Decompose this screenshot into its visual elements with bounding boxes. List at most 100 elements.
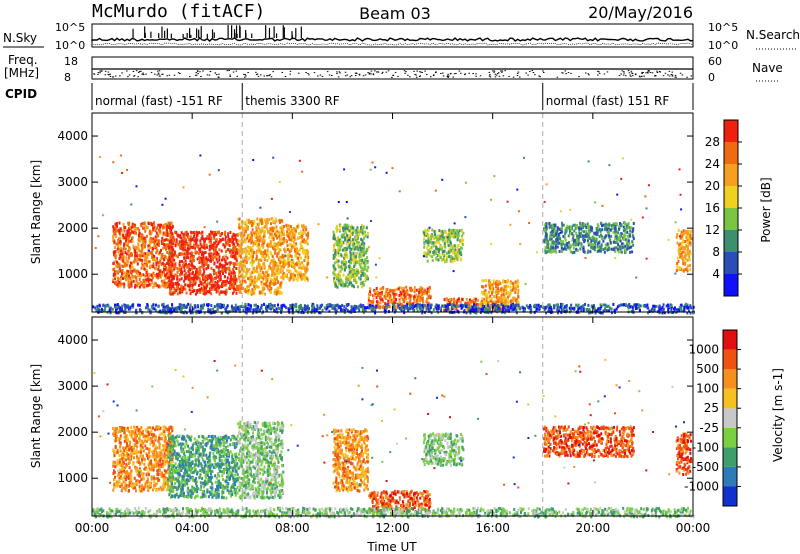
data-cell	[345, 260, 348, 264]
data-cell	[392, 298, 394, 302]
data-cell	[364, 234, 367, 238]
data-cell	[614, 246, 617, 250]
data-cell	[573, 240, 575, 244]
data-cell	[295, 249, 298, 253]
data-cell	[222, 272, 224, 275]
data-cell	[273, 242, 276, 245]
data-cell	[206, 282, 209, 286]
data-cell	[188, 247, 191, 251]
data-cell	[199, 239, 202, 243]
data-cell	[204, 280, 206, 284]
data-cell	[336, 237, 339, 241]
data-cell	[252, 255, 254, 259]
data-cell	[461, 297, 464, 301]
data-cell	[287, 276, 290, 280]
data-cell	[207, 274, 210, 278]
data-cell	[281, 273, 284, 276]
data-cell	[134, 285, 136, 289]
data-cell	[618, 227, 621, 231]
data-cell	[543, 239, 546, 243]
data-cell	[179, 287, 181, 291]
data-cell	[294, 244, 297, 248]
data-cell	[677, 260, 680, 263]
data-cell	[352, 257, 355, 260]
data-cell	[260, 282, 263, 286]
data-cell	[572, 246, 575, 250]
data-cell	[219, 232, 222, 236]
data-cell	[290, 238, 293, 242]
data-cell	[172, 241, 175, 245]
data-cell	[369, 290, 371, 294]
data-cell	[387, 292, 390, 296]
data-cell	[244, 222, 247, 226]
data-cell	[582, 306, 585, 310]
nave-dot	[247, 72, 249, 74]
data-cell	[577, 238, 580, 241]
data-cell	[265, 281, 268, 285]
data-cell	[689, 243, 692, 247]
data-cell	[208, 254, 211, 258]
data-cell	[350, 239, 353, 243]
data-cell	[259, 246, 262, 250]
data-cell	[411, 288, 413, 292]
data-cell	[192, 255, 195, 259]
data-cell	[298, 253, 301, 257]
data-cell	[129, 261, 132, 265]
nave-dot	[409, 76, 411, 78]
data-cell	[433, 237, 435, 240]
data-cell	[202, 255, 205, 259]
data-cell	[427, 228, 430, 232]
data-cell	[372, 297, 375, 301]
data-cell	[517, 288, 520, 292]
data-cell	[587, 234, 590, 238]
data-cell	[498, 296, 501, 300]
data-cell	[200, 286, 203, 290]
nave-dot	[564, 70, 567, 72]
data-cell	[561, 223, 564, 227]
data-cell	[287, 260, 289, 264]
data-cell	[253, 221, 256, 225]
data-cell	[214, 284, 217, 288]
data-cell	[164, 285, 167, 289]
data-cell	[256, 265, 259, 269]
data-cell	[596, 223, 599, 227]
data-cell	[682, 246, 685, 250]
data-cell	[266, 221, 269, 225]
data-cell	[221, 269, 224, 273]
data-cell	[679, 255, 682, 259]
data-cell	[453, 258, 456, 262]
data-cell	[170, 250, 173, 254]
data-cell	[192, 235, 195, 239]
data-cell	[251, 224, 253, 228]
data-cell	[307, 262, 309, 265]
data-cell	[134, 230, 137, 234]
data-cell	[333, 276, 336, 280]
nave-dot	[344, 71, 347, 73]
data-cell	[293, 266, 296, 270]
data-cell	[622, 237, 625, 241]
data-cell	[202, 243, 205, 247]
data-cell	[195, 244, 198, 248]
data-cell	[623, 233, 626, 237]
nave-dot	[97, 73, 99, 75]
data-cell	[281, 241, 284, 245]
data-cell	[575, 247, 578, 251]
data-cell	[234, 236, 237, 239]
data-cell	[234, 282, 237, 285]
data-cell	[274, 277, 277, 281]
data-cell	[578, 241, 581, 245]
data-cell	[502, 301, 505, 305]
data-cell	[259, 269, 262, 273]
data-cell	[215, 238, 218, 242]
nave-dot	[93, 73, 96, 75]
data-cell	[301, 277, 303, 281]
data-cell	[138, 274, 141, 278]
data-cell	[576, 234, 579, 238]
data-cell	[344, 268, 346, 272]
data-cell	[362, 261, 365, 264]
data-cell	[176, 292, 179, 296]
nave-dot	[433, 74, 435, 76]
data-cell	[115, 235, 118, 238]
data-cell	[584, 234, 587, 238]
data-cell	[287, 224, 290, 228]
